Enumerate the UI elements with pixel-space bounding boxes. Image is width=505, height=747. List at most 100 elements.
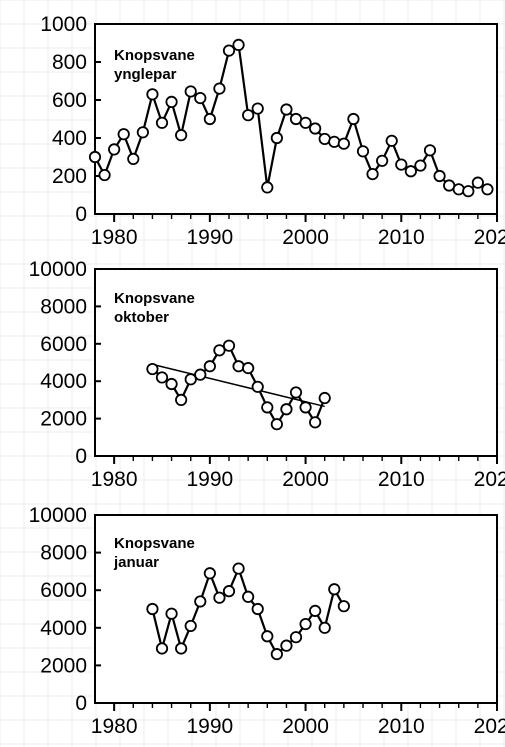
data-point: [194, 595, 207, 608]
data-point: [356, 145, 370, 158]
data-point: [251, 380, 264, 393]
data-point: [175, 393, 188, 406]
y-tick-label: 4000: [40, 617, 87, 640]
data-point: [280, 103, 293, 116]
data-point: [280, 639, 293, 652]
data-point: [452, 183, 465, 196]
data-point: [318, 621, 331, 634]
data-point: [88, 150, 102, 164]
x-tick-label: 2020: [474, 468, 505, 491]
chart-panel-1: 0 200 400 600 800 1000 1980 1990 2000 2010 2020 Kno…: [40, 13, 505, 249]
data-point: [222, 339, 236, 352]
data-point: [146, 362, 159, 376]
data-point: [242, 362, 255, 375]
x-tick-label: 1980: [91, 226, 138, 249]
data-point: [481, 183, 494, 196]
data-point: [414, 159, 427, 172]
series-annotation: januar: [113, 554, 159, 571]
x-tick-label: 2000: [282, 715, 329, 738]
data-point: [175, 642, 188, 655]
data-point: [136, 126, 149, 139]
data-point: [270, 131, 283, 145]
data-point: [203, 360, 216, 373]
data-point: [385, 134, 398, 147]
data-point: [155, 642, 169, 655]
data-point: [318, 391, 331, 405]
data-point: [165, 95, 178, 109]
x-tick-label: 1990: [186, 468, 233, 491]
data-point: [232, 38, 245, 52]
data-point: [165, 377, 178, 391]
data-point: [251, 602, 264, 616]
data-point: [155, 116, 169, 129]
data-point: [232, 562, 245, 575]
data-point: [289, 631, 303, 644]
x-tick-label: 2010: [378, 715, 425, 738]
series-annotation: Knopsvane: [114, 535, 195, 552]
data-point: [328, 583, 341, 596]
x-tick-label: 2020: [474, 715, 505, 738]
data-point: [280, 403, 293, 416]
x-tick-label: 1990: [186, 226, 233, 249]
data-point: [165, 607, 178, 620]
y-tick-label: 200: [52, 165, 87, 188]
data-point: [462, 185, 475, 198]
x-tick-label: 2020: [474, 226, 505, 249]
y-tick-label: 2000: [40, 408, 87, 431]
data-point: [98, 168, 111, 182]
data-point: [309, 122, 322, 135]
data-point: [194, 368, 207, 381]
data-point: [222, 44, 236, 57]
data-point: [337, 600, 350, 613]
y-tick-label: 0: [75, 692, 87, 715]
data-point: [433, 169, 446, 183]
data-point: [146, 602, 159, 616]
x-tick-label: 1980: [91, 468, 138, 491]
series-annotation: Knopsvane: [114, 47, 195, 64]
data-point: [155, 371, 169, 384]
data-point: [251, 102, 264, 115]
data-point: [376, 154, 389, 167]
plot-frame: [94, 268, 498, 457]
y-tick-label: 8000: [40, 542, 87, 565]
data-point: [213, 344, 226, 357]
data-point: [232, 360, 245, 373]
y-tick-label: 0: [75, 203, 87, 226]
data-point: [347, 112, 360, 126]
data-point: [184, 85, 197, 98]
data-point: [404, 165, 417, 178]
data-point: [213, 82, 226, 95]
y-tick-label: 600: [52, 89, 87, 112]
x-tick-label: 2000: [282, 468, 329, 491]
data-point: [270, 648, 283, 661]
data-point: [175, 129, 188, 142]
y-tick-label: 800: [52, 51, 87, 74]
x-tick-label: 2010: [378, 226, 425, 249]
series-annotation: Knopsvane: [114, 290, 195, 307]
y-tick-label: 1000: [40, 13, 87, 36]
data-point: [261, 630, 274, 643]
data-point: [117, 128, 130, 141]
data-point: [184, 373, 197, 386]
data-point: [328, 135, 341, 148]
data-point: [184, 619, 197, 633]
data-point: [213, 591, 226, 604]
y-tick-label: 10000: [29, 504, 87, 527]
y-tick-label: 6000: [40, 579, 87, 602]
y-tick-label: 0: [75, 445, 87, 468]
y-tick-label: 6000: [40, 333, 87, 356]
data-point: [261, 181, 274, 194]
data-point: [423, 144, 437, 157]
trend-line: [152, 363, 325, 408]
data-point: [203, 112, 216, 126]
data-point: [127, 152, 140, 165]
data-point: [289, 386, 303, 399]
data-point: [108, 143, 121, 156]
chart-panel-2: 0 2000 4000 6000 8000 10000 1980 1990 2000 2010 20…: [29, 258, 505, 491]
data-point: [222, 585, 236, 598]
data-point: [309, 416, 322, 429]
data-point: [242, 109, 255, 122]
data-point: [299, 116, 312, 129]
data-point: [261, 401, 274, 414]
